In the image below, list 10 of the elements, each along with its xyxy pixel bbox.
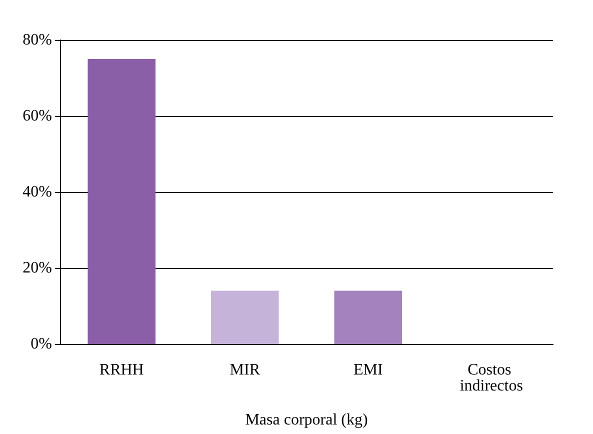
x-tick-label: RRHH [99, 362, 144, 378]
y-tick-label: 0% [30, 336, 52, 352]
x-tick-label: MIR [230, 362, 260, 378]
y-tick-label: 40% [22, 184, 52, 200]
x-tick-label: EMI [353, 362, 383, 378]
y-tick-label: 60% [22, 108, 52, 124]
y-tick-label: 20% [22, 260, 52, 276]
y-tick-label: 80% [22, 32, 52, 48]
x-axis-title: Masa corporal (kg) [245, 412, 368, 428]
x-tick-label: Costos indirectos [460, 362, 523, 394]
